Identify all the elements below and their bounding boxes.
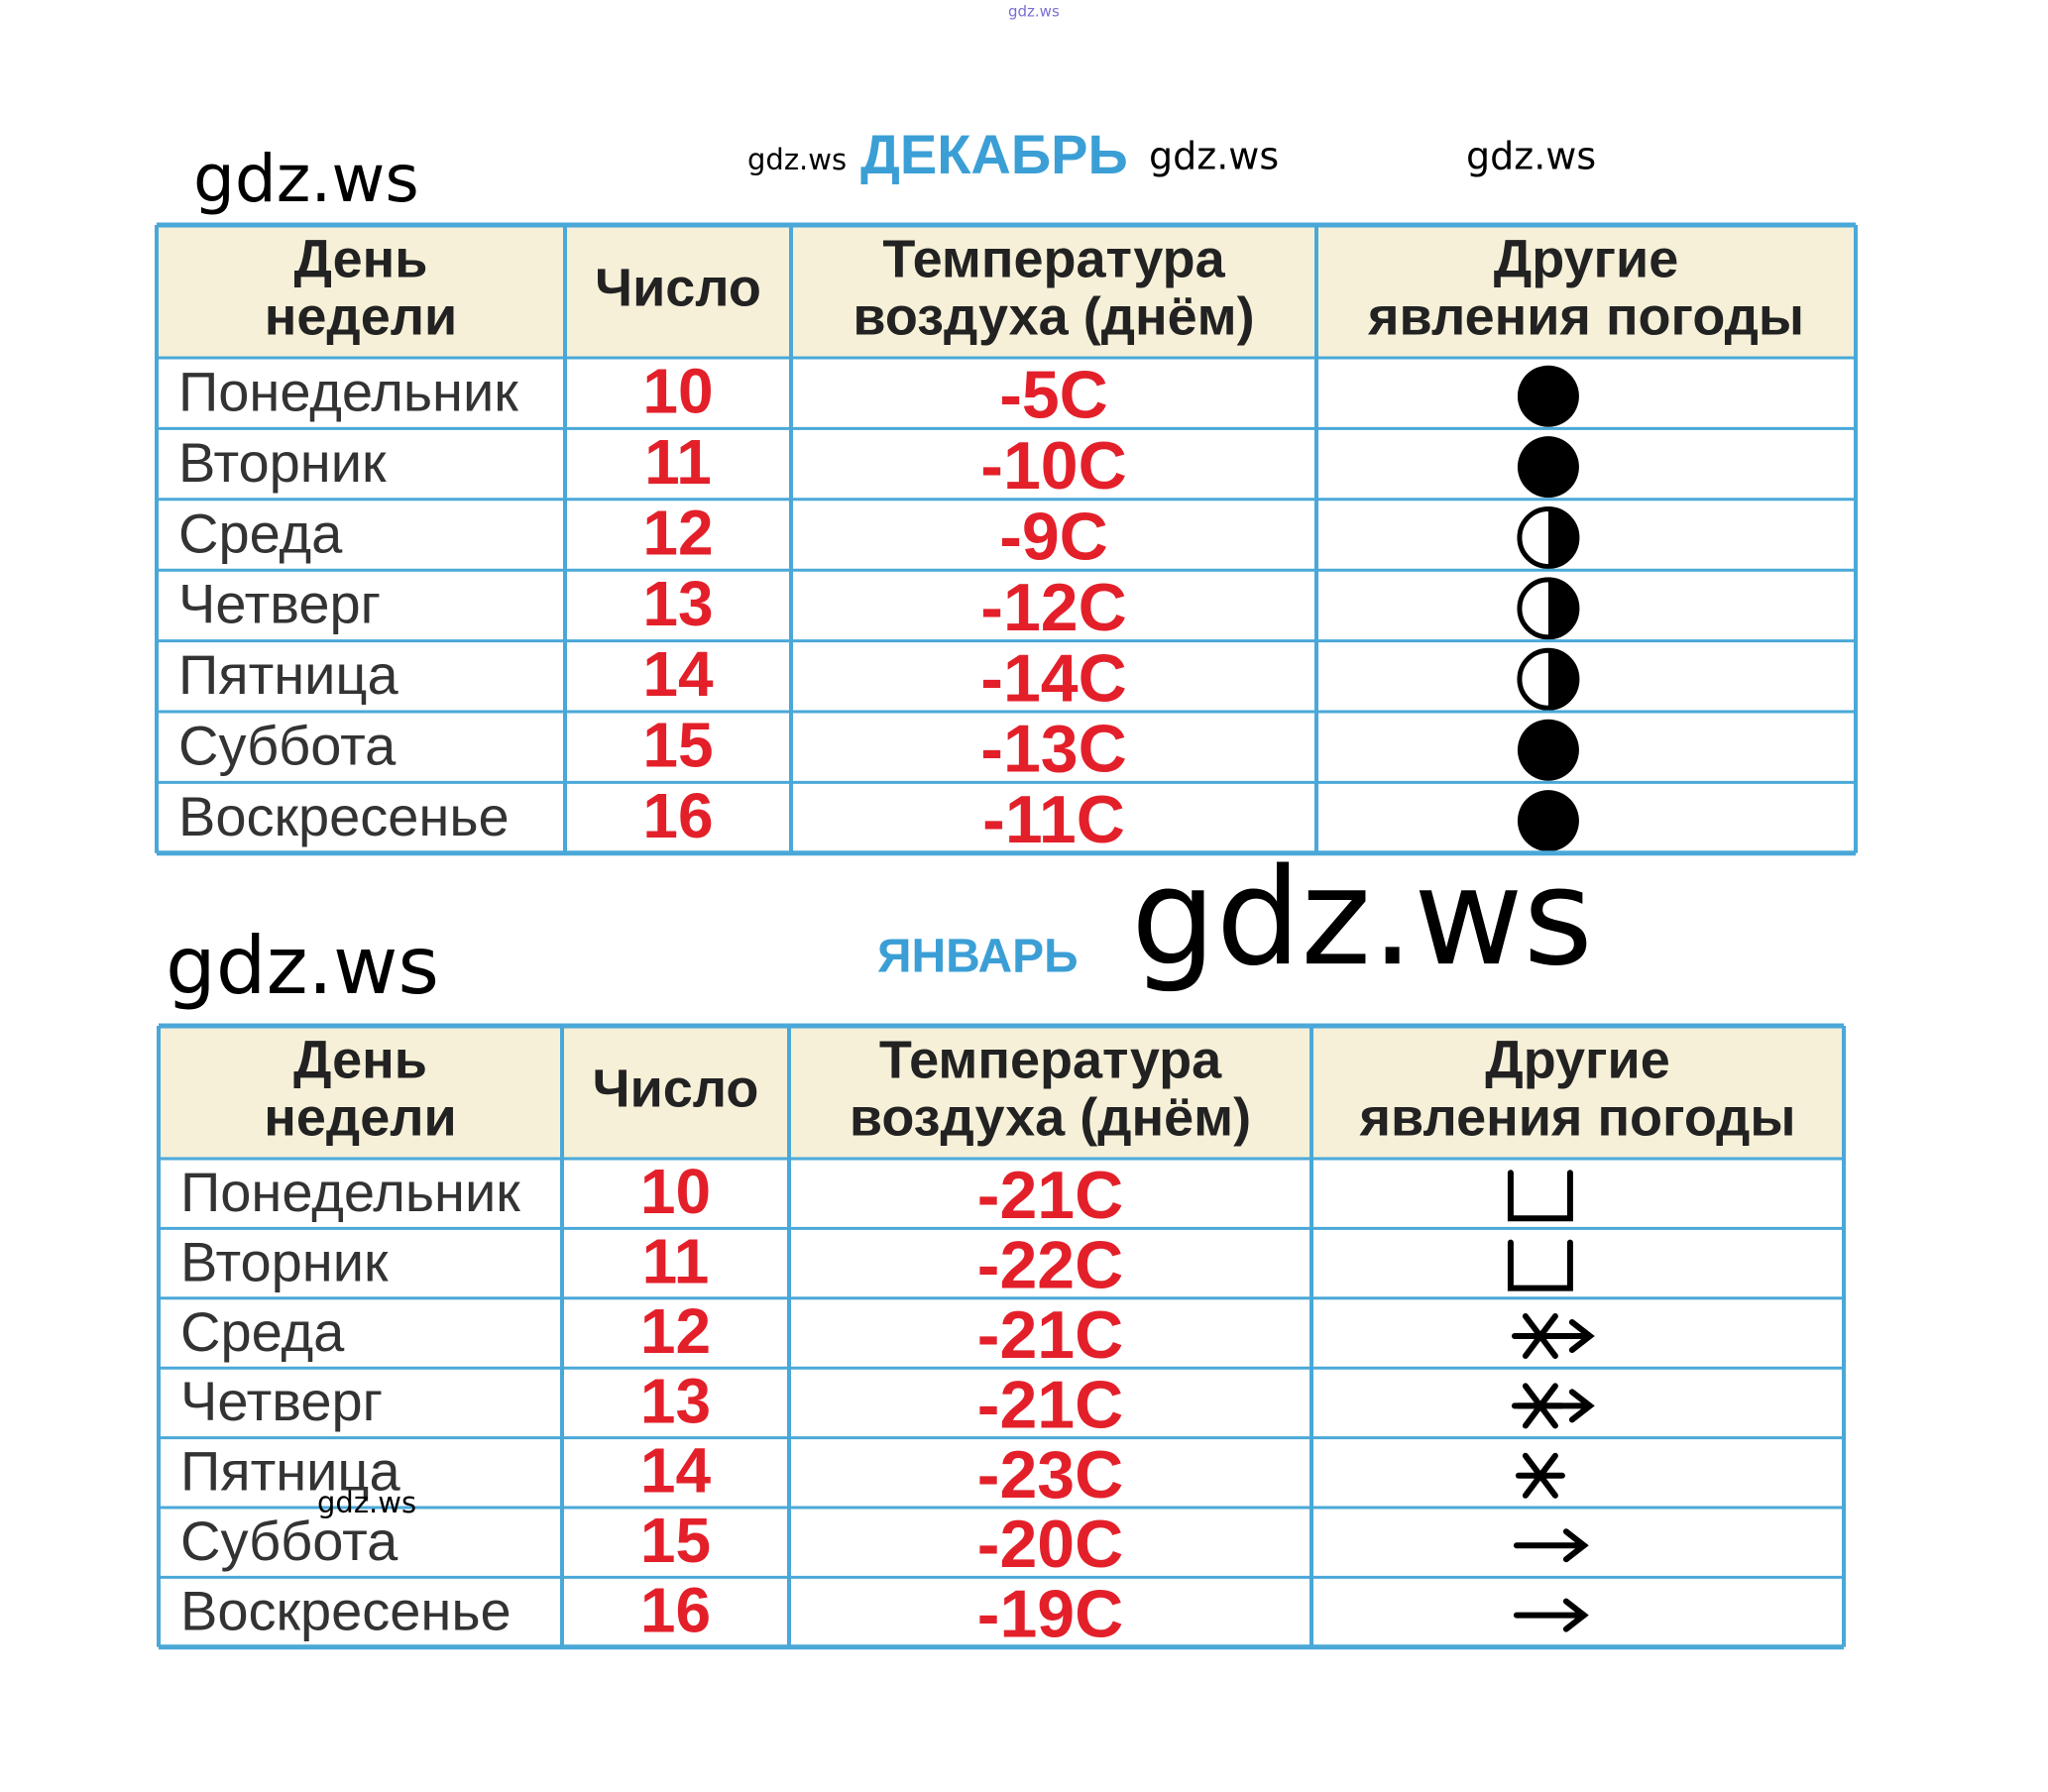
header-cell: явления погоды bbox=[1359, 1087, 1796, 1147]
weather-icon bbox=[1517, 790, 1579, 852]
weather-icon bbox=[1517, 436, 1579, 499]
header-bg bbox=[159, 1026, 1844, 1159]
wind-arrow bbox=[1513, 1598, 1589, 1632]
day-name: Вторник bbox=[178, 431, 387, 494]
day-name: Четверг bbox=[178, 573, 381, 635]
header-cell: День bbox=[294, 229, 428, 288]
weather-icon bbox=[1507, 1170, 1573, 1222]
watermark: gdz.ws bbox=[1131, 840, 1593, 995]
temperature: -11C bbox=[982, 782, 1125, 857]
temperature: -21C bbox=[977, 1367, 1123, 1442]
header-bg bbox=[157, 225, 1856, 358]
day-name: Пятница bbox=[180, 1440, 401, 1503]
weather-icon bbox=[1517, 365, 1579, 427]
watermark: gdz.ws bbox=[317, 1486, 416, 1519]
date: 16 bbox=[640, 1575, 711, 1646]
day-name: Воскресенье bbox=[180, 1579, 512, 1641]
temperature: -13C bbox=[980, 712, 1126, 787]
date: 13 bbox=[642, 568, 713, 639]
cloud-full bbox=[1517, 365, 1579, 427]
weather-icon bbox=[1517, 719, 1579, 781]
snowflake bbox=[1515, 1452, 1565, 1499]
date: 15 bbox=[642, 710, 713, 781]
date: 10 bbox=[640, 1156, 711, 1227]
day-name: Суббота bbox=[180, 1510, 398, 1572]
date: 11 bbox=[642, 1226, 710, 1297]
temperature: -12C bbox=[980, 570, 1126, 645]
date: 10 bbox=[642, 356, 713, 427]
day-name: Воскресенье bbox=[178, 785, 510, 847]
temperature: -21C bbox=[977, 1297, 1123, 1373]
cloud-half-fill bbox=[1547, 577, 1579, 639]
weather-icon bbox=[1515, 1452, 1565, 1499]
day-name: Понедельник bbox=[178, 360, 518, 422]
wind-arrow bbox=[1511, 1389, 1595, 1423]
temperature: -10C bbox=[980, 428, 1126, 504]
month-title: ДЕКАБРЬ bbox=[860, 123, 1128, 185]
date: 14 bbox=[640, 1435, 712, 1507]
temperature: -23C bbox=[977, 1437, 1123, 1512]
date: 13 bbox=[640, 1365, 711, 1436]
weather-icon bbox=[1517, 577, 1580, 640]
temperature: -5C bbox=[999, 358, 1108, 433]
snow-cover bbox=[1507, 1239, 1573, 1291]
header-cell: Число bbox=[593, 1059, 759, 1118]
watermark: gdz.ws bbox=[1466, 135, 1596, 178]
day-name: Вторник bbox=[180, 1230, 389, 1292]
cloud-full bbox=[1517, 719, 1579, 781]
header-cell: Другие bbox=[1485, 1030, 1670, 1089]
watermark: gdz.ws bbox=[1149, 135, 1279, 178]
cloud-half-fill bbox=[1547, 506, 1579, 569]
day-name: Пятница bbox=[178, 643, 399, 706]
header-cell: явления погоды bbox=[1367, 286, 1804, 346]
header-cell: воздуха (днём) bbox=[853, 286, 1254, 346]
temperature: -21C bbox=[977, 1158, 1123, 1233]
day-name: Среда bbox=[180, 1300, 345, 1363]
wind-arrow bbox=[1513, 1528, 1589, 1563]
cloud-full bbox=[1517, 436, 1579, 499]
temperature: -22C bbox=[977, 1228, 1123, 1303]
weather-icon bbox=[1513, 1528, 1589, 1563]
header-cell: воздуха (днём) bbox=[850, 1087, 1251, 1147]
cloud-full bbox=[1517, 790, 1579, 852]
watermark: gdz.ws bbox=[193, 141, 419, 217]
temperature: -20C bbox=[977, 1507, 1123, 1582]
weather-icon bbox=[1511, 1313, 1595, 1359]
date: 12 bbox=[640, 1295, 711, 1367]
date: 12 bbox=[642, 497, 713, 568]
header-cell: недели bbox=[264, 1087, 456, 1147]
day-name: Суббота bbox=[178, 714, 397, 776]
date: 14 bbox=[642, 638, 714, 710]
month-title: ЯНВАРЬ bbox=[877, 931, 1079, 983]
watermark: gdz.ws bbox=[747, 143, 847, 176]
weather-icon bbox=[1517, 506, 1580, 569]
temperature: -14C bbox=[980, 640, 1126, 716]
temperature: -19C bbox=[977, 1577, 1123, 1652]
temperature: -9C bbox=[999, 499, 1108, 574]
date: 15 bbox=[640, 1505, 711, 1576]
watermark: gdz.ws bbox=[166, 920, 439, 1012]
header-cell: недели bbox=[265, 286, 457, 346]
snow-cover bbox=[1507, 1170, 1573, 1222]
weather-icon bbox=[1507, 1239, 1573, 1291]
header-cell: День bbox=[293, 1030, 427, 1089]
day-name: Среда bbox=[178, 502, 343, 564]
weather-icon bbox=[1513, 1598, 1589, 1632]
header-cell: Температура bbox=[879, 1030, 1222, 1089]
weather-icon bbox=[1511, 1383, 1595, 1429]
wind-arrow bbox=[1511, 1319, 1595, 1353]
header-cell: Температура bbox=[882, 229, 1225, 288]
date: 16 bbox=[642, 780, 713, 851]
date: 11 bbox=[644, 426, 712, 498]
header-cell: Число bbox=[595, 258, 761, 317]
watermark: gdz.ws bbox=[1008, 3, 1060, 21]
weather-icon bbox=[1517, 647, 1580, 711]
header-cell: Другие bbox=[1494, 229, 1679, 288]
day-name: Понедельник bbox=[180, 1161, 520, 1223]
day-name: Четверг bbox=[180, 1370, 383, 1432]
cloud-half-fill bbox=[1547, 648, 1579, 711]
